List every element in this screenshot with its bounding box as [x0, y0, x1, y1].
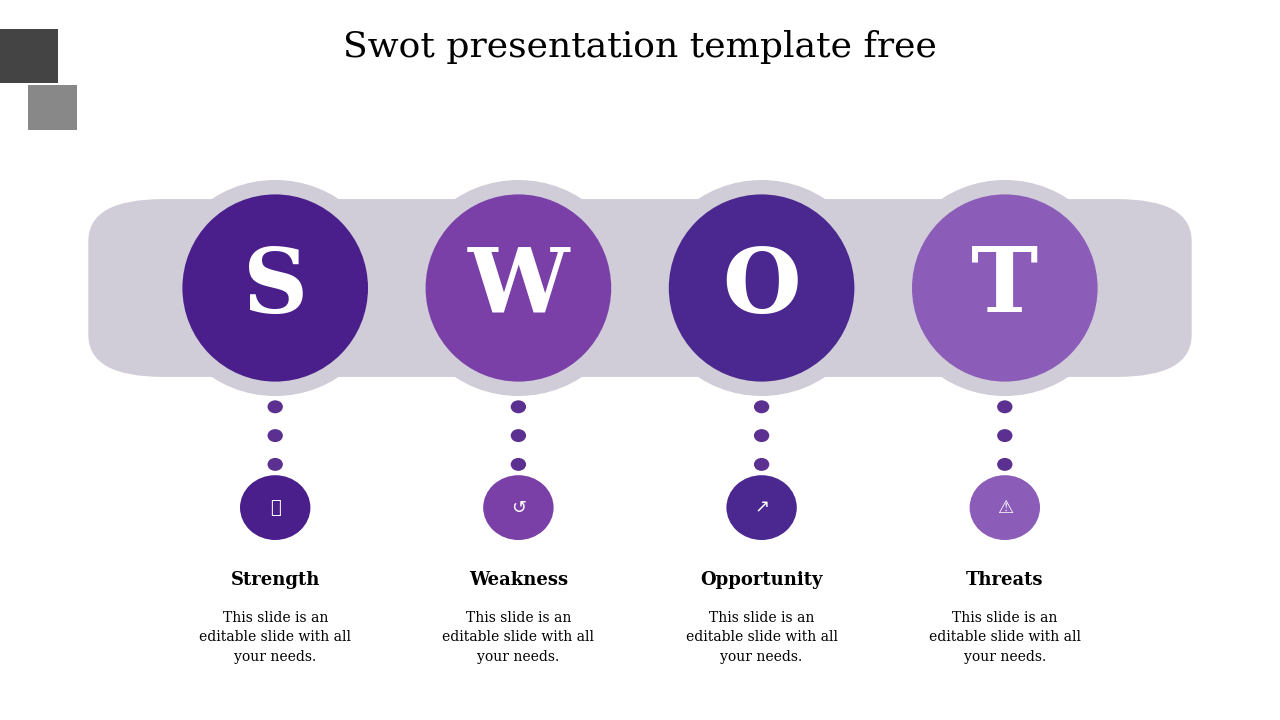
Ellipse shape	[970, 475, 1039, 540]
Text: Strength: Strength	[230, 570, 320, 589]
Ellipse shape	[484, 475, 554, 540]
Text: This slide is an
editable slide with all
your needs.: This slide is an editable slide with all…	[443, 611, 594, 664]
Ellipse shape	[754, 400, 769, 413]
Ellipse shape	[426, 194, 612, 382]
Ellipse shape	[668, 194, 855, 382]
Ellipse shape	[268, 400, 283, 413]
Text: O: O	[722, 245, 801, 331]
Text: This slide is an
editable slide with all
your needs.: This slide is an editable slide with all…	[929, 611, 1080, 664]
Ellipse shape	[893, 180, 1117, 396]
Text: ⚠: ⚠	[997, 498, 1012, 517]
Text: Opportunity: Opportunity	[700, 570, 823, 589]
Text: ↗: ↗	[754, 498, 769, 517]
Text: Threats: Threats	[966, 570, 1043, 589]
Text: W: W	[467, 245, 570, 331]
Ellipse shape	[754, 429, 769, 442]
Ellipse shape	[407, 180, 631, 396]
Ellipse shape	[241, 475, 310, 540]
Text: Weakness: Weakness	[468, 570, 568, 589]
FancyBboxPatch shape	[88, 199, 1192, 377]
Ellipse shape	[182, 194, 369, 382]
Ellipse shape	[913, 194, 1098, 382]
Ellipse shape	[997, 429, 1012, 442]
Text: ↺: ↺	[511, 498, 526, 517]
Text: This slide is an
editable slide with all
your needs.: This slide is an editable slide with all…	[200, 611, 351, 664]
FancyBboxPatch shape	[28, 85, 77, 130]
Text: S: S	[243, 245, 307, 331]
Text: T: T	[972, 245, 1038, 331]
FancyBboxPatch shape	[0, 29, 58, 83]
Ellipse shape	[726, 475, 796, 540]
Text: ✨: ✨	[270, 498, 280, 517]
Ellipse shape	[754, 458, 769, 471]
Ellipse shape	[511, 458, 526, 471]
Ellipse shape	[997, 458, 1012, 471]
Text: Swot presentation template free: Swot presentation template free	[343, 30, 937, 64]
Ellipse shape	[511, 429, 526, 442]
Ellipse shape	[649, 180, 873, 396]
Ellipse shape	[164, 180, 387, 396]
Ellipse shape	[511, 400, 526, 413]
Ellipse shape	[997, 400, 1012, 413]
Ellipse shape	[268, 429, 283, 442]
Ellipse shape	[268, 458, 283, 471]
Text: This slide is an
editable slide with all
your needs.: This slide is an editable slide with all…	[686, 611, 837, 664]
